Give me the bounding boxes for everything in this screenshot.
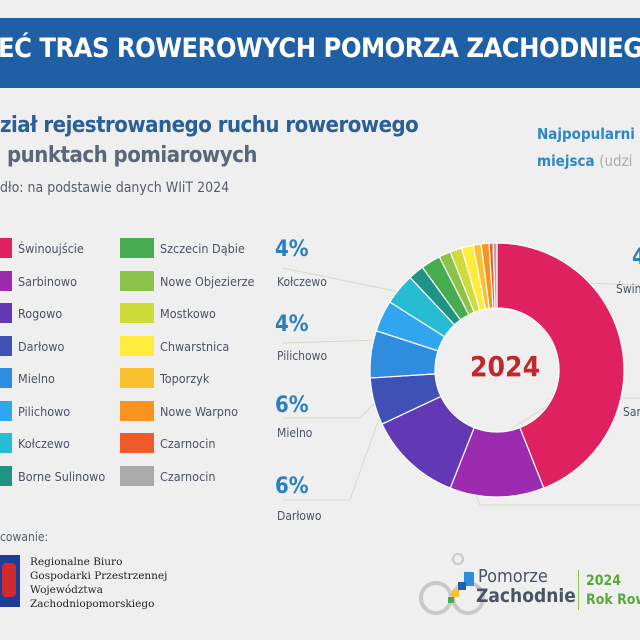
legend-swatch (120, 433, 154, 453)
org-name: Regionalne Biuro Gospodarki Przestrzenne… (30, 555, 167, 611)
legend-label: Kołczewo (18, 436, 70, 451)
data-label-name-darlowo: Darłowo (277, 509, 322, 523)
org-line: Zachodniopomorskiego (30, 598, 155, 610)
legend-swatch (0, 368, 12, 388)
coat-of-arms-logo (0, 555, 20, 607)
data-label-name-mielno: Mielno (277, 426, 313, 440)
legend-label: Czarnocin (160, 436, 216, 451)
legend-swatch (120, 238, 154, 258)
legend-swatch (120, 400, 154, 421)
cyclist-logo-icon (419, 553, 485, 615)
data-label-name-pilichowo: Pilichowo (277, 349, 328, 363)
data-label-pct-mielno: 6% (275, 393, 309, 418)
org-line: Gospodarki Przestrzennej (30, 570, 168, 582)
center-label: 2024 (470, 350, 541, 383)
legend-label: Szczecin Dąbie (160, 241, 245, 256)
legend-swatch (0, 335, 12, 356)
legend-swatch (120, 335, 154, 356)
legend-swatch (120, 465, 154, 486)
chart-heading: ział rejestrowanego ruchu rowerowego (0, 113, 419, 138)
legend-label: Nowe Objezierze (160, 273, 255, 289)
legend-label: Chwarstnica (160, 338, 230, 354)
data-label-pct-kolczewo: 4% (275, 237, 309, 262)
right-heading-grey: (udzi (599, 152, 633, 170)
right-heading: Najpopularni (537, 125, 635, 143)
data-label-pct-pilichowo: 4% (275, 312, 309, 337)
data-label-pct-swinoujscie: 4 (632, 245, 640, 270)
brand-tag: Rok Row (586, 592, 640, 608)
legend-swatch (120, 270, 154, 291)
legend-swatch (0, 238, 12, 258)
right-heading-line2: miejsca (udzi (537, 151, 632, 170)
legend-label: Świnoujście (18, 241, 84, 256)
page-title: EĆ TRAS ROWEROWYCH POMORZA ZACHODNIEGO (0, 33, 640, 64)
source-note: dło: na podstawie danych WIiT 2024 (0, 180, 230, 196)
legend-swatch (0, 433, 12, 453)
data-label-pct-darlowo: 6% (275, 474, 309, 499)
data-label-name-sarbinowo: Sar (623, 405, 640, 419)
brand-line2: Zachodnie (476, 585, 576, 607)
legend-swatch (0, 465, 12, 486)
legend-label: Darłowo (18, 338, 65, 354)
legend-swatch (0, 303, 12, 323)
legend-label: Sarbinowo (18, 273, 78, 289)
legend-label: Pilichowo (18, 403, 71, 419)
credit-label: cowanie: (0, 530, 49, 544)
legend-swatch (0, 270, 12, 291)
right-heading-bold: miejsca (537, 152, 595, 170)
chart-heading-line2: punktach pomiarowych (7, 143, 257, 168)
donut-slice-czarnocin (492, 242, 498, 309)
leader-line (283, 409, 383, 501)
legend-label: Rogowo (18, 306, 63, 321)
brand-line1: Pomorze (478, 566, 548, 587)
org-line: Województwa (30, 584, 103, 596)
donut-slice-świnoujście (496, 242, 625, 489)
org-line: Regionalne Biuro (30, 556, 123, 568)
legend-label: Borne Sulinowo (18, 468, 106, 484)
legend-swatch (0, 400, 12, 421)
legend-swatch (120, 303, 154, 323)
brand-year: 2024 (586, 573, 622, 589)
legend-label: Mostkowo (160, 306, 216, 321)
legend-label: Nowe Warpno (160, 403, 238, 419)
legend-label: Toporzyk (160, 371, 210, 386)
legend-label: Mielno (18, 371, 55, 386)
brand-divider (578, 570, 579, 610)
title-banner (0, 18, 640, 88)
legend-label: Czarnocin (160, 468, 216, 484)
legend-swatch (120, 368, 154, 388)
data-label-name-kolczewo: Kołczewo (277, 275, 327, 289)
data-label-name-swinoujscie: Świn (616, 282, 640, 296)
